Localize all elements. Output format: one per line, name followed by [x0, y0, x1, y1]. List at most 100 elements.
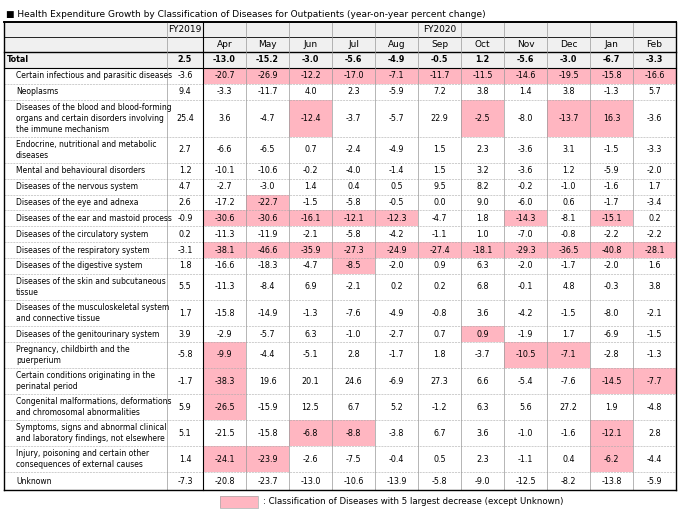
Text: -6.7: -6.7	[602, 56, 620, 64]
Text: Apr: Apr	[217, 40, 233, 49]
Bar	[4, 211, 676, 226]
Text: -20.8: -20.8	[214, 477, 235, 486]
Text: -5.7: -5.7	[389, 114, 405, 123]
Bar	[590, 68, 633, 84]
Text: -4.2: -4.2	[517, 308, 533, 318]
Bar	[4, 446, 676, 473]
Bar	[289, 68, 332, 84]
Bar	[4, 420, 676, 446]
Text: Jan: Jan	[605, 40, 618, 49]
Text: 0.2: 0.2	[179, 230, 191, 239]
Bar	[203, 242, 246, 258]
Bar	[590, 99, 633, 137]
Text: 20.1: 20.1	[302, 376, 320, 386]
Bar	[4, 163, 676, 179]
Text: FY2020: FY2020	[423, 25, 456, 34]
Text: 9.4: 9.4	[179, 87, 191, 96]
Text: 6.7: 6.7	[433, 429, 446, 438]
Text: -4.7: -4.7	[303, 262, 318, 270]
Text: -14.5: -14.5	[601, 376, 622, 386]
Text: -12.2: -12.2	[300, 71, 321, 80]
Text: -12.3: -12.3	[386, 214, 407, 223]
Text: 2.6: 2.6	[179, 198, 191, 207]
Text: -8.1: -8.1	[561, 214, 576, 223]
Bar	[289, 242, 332, 258]
Text: 3.8: 3.8	[648, 282, 661, 291]
Text: 6.9: 6.9	[304, 282, 317, 291]
Text: -5.1: -5.1	[303, 350, 318, 359]
Text: -1.5: -1.5	[604, 146, 619, 154]
Bar	[289, 99, 332, 137]
Text: -26.9: -26.9	[257, 71, 278, 80]
Text: 22.9: 22.9	[430, 114, 448, 123]
Text: -8.5: -8.5	[345, 262, 361, 270]
Text: -38.3: -38.3	[214, 376, 235, 386]
Text: May: May	[258, 40, 277, 49]
Text: -18.1: -18.1	[473, 245, 493, 255]
Text: -13.0: -13.0	[301, 477, 321, 486]
Bar	[4, 137, 676, 163]
Bar	[504, 242, 547, 258]
Text: 0.4: 0.4	[562, 455, 575, 464]
Text: -10.6: -10.6	[343, 477, 364, 486]
Text: -3.7: -3.7	[345, 114, 361, 123]
Text: 2.7: 2.7	[179, 146, 191, 154]
Text: -16.6: -16.6	[214, 262, 235, 270]
Text: -2.6: -2.6	[303, 455, 318, 464]
Text: -2.0: -2.0	[647, 166, 662, 175]
Text: -1.3: -1.3	[647, 350, 662, 359]
Bar	[4, 179, 676, 194]
Text: -1.3: -1.3	[604, 87, 619, 96]
Text: -11.7: -11.7	[257, 87, 277, 96]
Text: -27.4: -27.4	[429, 245, 449, 255]
Bar	[220, 496, 258, 508]
Text: 2.3: 2.3	[347, 87, 360, 96]
Text: Aug: Aug	[388, 40, 405, 49]
Text: Total: Total	[7, 56, 29, 64]
Text: -2.1: -2.1	[303, 230, 318, 239]
Text: 1.6: 1.6	[648, 262, 661, 270]
Text: -14.6: -14.6	[515, 71, 536, 80]
Text: : Classification of Diseases with 5 largest decrease (except Unknown): : Classification of Diseases with 5 larg…	[263, 498, 563, 506]
Text: -15.8: -15.8	[257, 429, 277, 438]
Text: 3.8: 3.8	[562, 87, 575, 96]
Text: 1.4: 1.4	[179, 455, 191, 464]
Bar	[246, 446, 289, 473]
Text: -2.1: -2.1	[345, 282, 361, 291]
Text: 0.9: 0.9	[476, 330, 489, 339]
Text: FY2019: FY2019	[169, 25, 202, 34]
Bar	[4, 242, 676, 258]
Text: -3.8: -3.8	[389, 429, 404, 438]
Text: 25.4: 25.4	[176, 114, 194, 123]
Text: -0.4: -0.4	[389, 455, 404, 464]
Text: -4.0: -4.0	[346, 166, 361, 175]
Bar	[547, 68, 590, 84]
Text: 0.0: 0.0	[433, 198, 446, 207]
Text: -1.6: -1.6	[561, 429, 576, 438]
Text: 6.3: 6.3	[476, 262, 489, 270]
Text: -0.3: -0.3	[604, 282, 619, 291]
Text: -8.0: -8.0	[517, 114, 533, 123]
Bar	[246, 68, 289, 84]
Text: -0.9: -0.9	[177, 214, 192, 223]
Text: -1.7: -1.7	[604, 198, 619, 207]
Bar	[4, 68, 676, 84]
Text: -2.7: -2.7	[389, 330, 405, 339]
Text: -2.1: -2.1	[647, 308, 662, 318]
Text: Jul: Jul	[348, 40, 359, 49]
Bar	[4, 274, 676, 300]
Text: -4.9: -4.9	[389, 308, 404, 318]
Text: -1.6: -1.6	[604, 182, 619, 191]
Bar	[504, 342, 547, 368]
Text: -4.4: -4.4	[647, 455, 662, 464]
Text: -8.4: -8.4	[260, 282, 275, 291]
Text: 12.5: 12.5	[302, 402, 320, 412]
Bar	[332, 242, 375, 258]
Text: -1.1: -1.1	[432, 230, 447, 239]
Text: -5.8: -5.8	[432, 477, 447, 486]
Text: Diseases of the nervous system: Diseases of the nervous system	[16, 182, 138, 191]
Text: -2.0: -2.0	[389, 262, 404, 270]
Text: -10.1: -10.1	[214, 166, 235, 175]
Text: -2.4: -2.4	[345, 146, 361, 154]
Text: 0.5: 0.5	[433, 455, 446, 464]
